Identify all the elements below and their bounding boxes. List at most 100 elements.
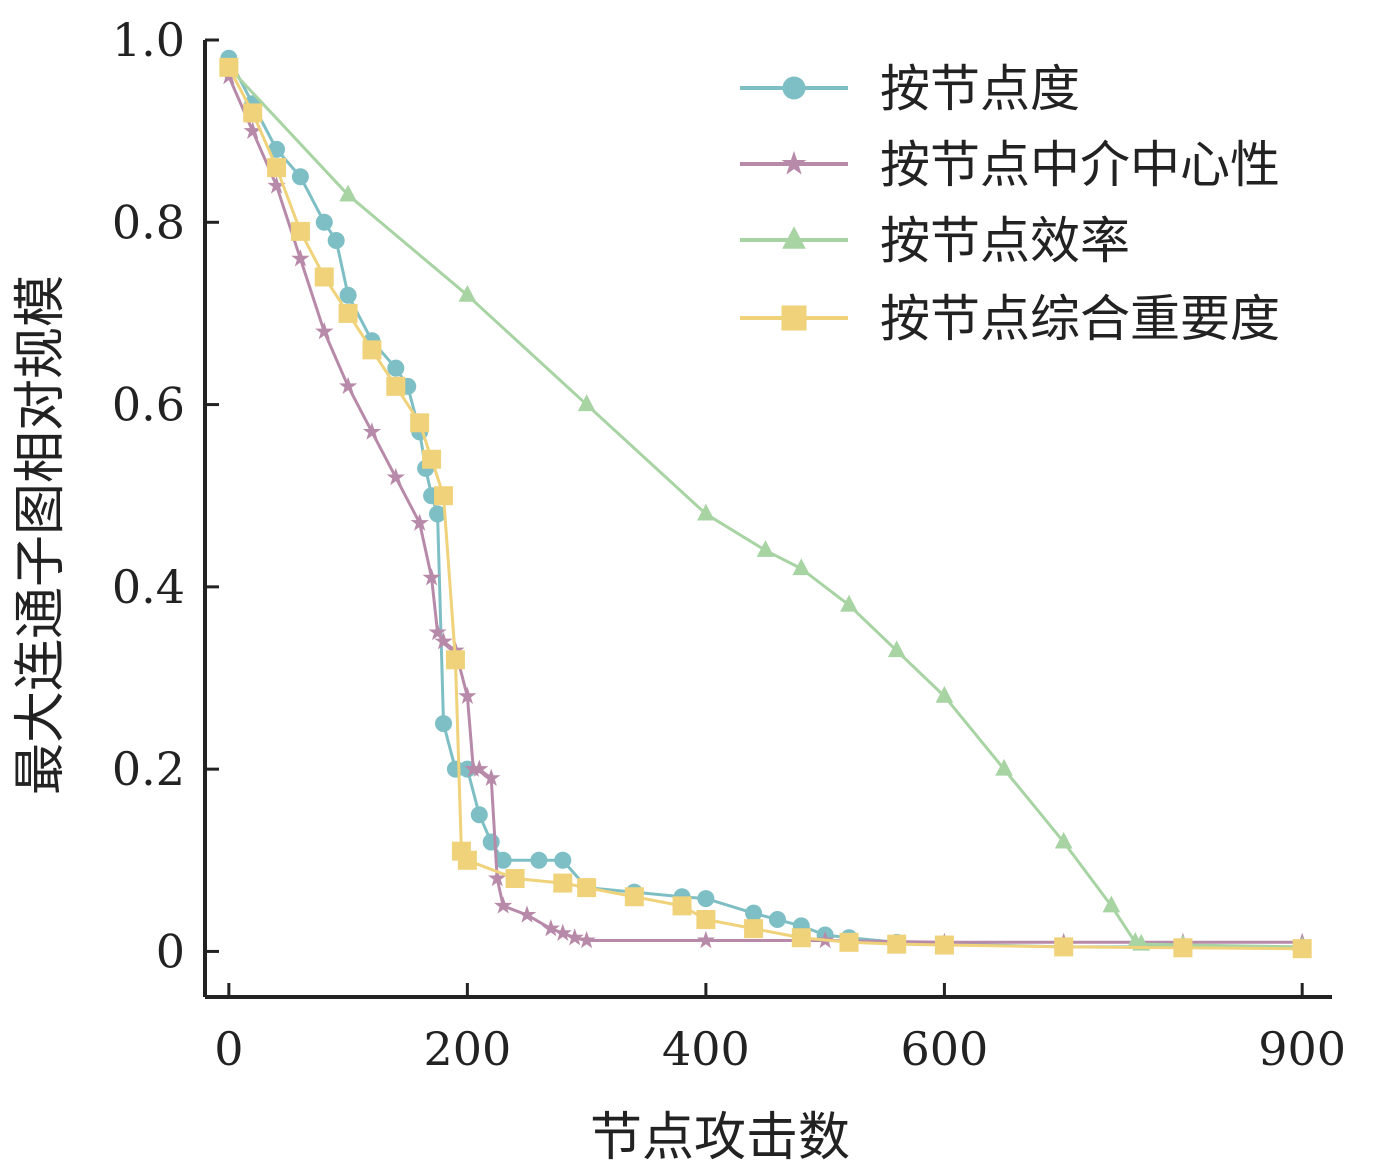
data-point xyxy=(410,413,430,433)
x-tick-label: 200 xyxy=(423,1022,511,1076)
data-point xyxy=(1292,939,1312,959)
data-point xyxy=(387,359,405,377)
data-point xyxy=(565,928,584,946)
legend-marker xyxy=(781,305,807,331)
data-point xyxy=(672,896,692,916)
legend-label: 按节点度 xyxy=(880,60,1080,118)
y-tick-label: 0.2 xyxy=(112,742,185,796)
x-tick-label: 400 xyxy=(662,1022,750,1076)
data-point xyxy=(553,873,573,893)
axes xyxy=(203,40,1332,999)
data-point xyxy=(291,168,309,186)
data-point xyxy=(493,896,513,914)
data-series xyxy=(219,49,1312,959)
data-point xyxy=(697,503,715,521)
data-point xyxy=(410,513,429,531)
data-point xyxy=(756,540,775,557)
data-point xyxy=(995,758,1013,776)
data-point xyxy=(219,57,239,77)
data-point xyxy=(1173,938,1193,958)
data-point xyxy=(696,930,716,949)
data-point xyxy=(315,213,333,231)
legend-marker xyxy=(781,150,807,175)
x-tick-label: 0 xyxy=(214,1022,243,1076)
data-point xyxy=(445,650,465,670)
data-point xyxy=(362,340,382,360)
series-2 xyxy=(219,66,1312,951)
data-point xyxy=(792,558,811,576)
data-point xyxy=(840,594,858,612)
data-point xyxy=(339,184,357,202)
y-tick-label: 0.8 xyxy=(112,195,185,249)
x-axis-title: 节点攻击数 xyxy=(590,1108,850,1166)
data-point xyxy=(434,631,453,650)
x-tick-label: 600 xyxy=(901,1022,989,1076)
data-point xyxy=(577,394,596,412)
data-point xyxy=(422,568,441,586)
data-point xyxy=(327,232,345,250)
series-line xyxy=(227,66,1303,949)
data-point xyxy=(386,467,405,486)
data-point xyxy=(697,890,715,908)
legend-label: 按节点效率 xyxy=(880,212,1130,270)
legend-item: 按节点中介中心性 xyxy=(740,136,1280,194)
series-4 xyxy=(219,57,1312,959)
data-point xyxy=(1102,895,1121,913)
series-line xyxy=(227,66,1303,951)
data-point xyxy=(290,221,310,241)
data-point xyxy=(887,934,907,954)
data-point xyxy=(457,850,477,870)
data-point xyxy=(470,759,489,777)
data-point xyxy=(1054,831,1073,849)
data-point xyxy=(745,904,763,922)
legend-marker xyxy=(782,226,806,249)
data-point xyxy=(435,715,453,733)
data-point xyxy=(624,887,644,907)
data-point xyxy=(362,422,382,440)
data-point xyxy=(744,919,764,939)
data-point xyxy=(458,686,477,705)
data-point xyxy=(314,267,334,287)
y-tick-label: 1.0 xyxy=(112,13,185,67)
y-tick-label: 0.4 xyxy=(112,560,185,614)
data-point xyxy=(291,249,310,267)
data-point xyxy=(887,640,906,658)
y-axis-title: 最大连通子图相对规模 xyxy=(11,275,71,795)
data-point xyxy=(434,486,454,506)
data-point xyxy=(1054,937,1074,957)
data-point xyxy=(338,303,358,323)
data-point xyxy=(935,685,954,703)
x-tick-label: 900 xyxy=(1258,1022,1346,1076)
data-point xyxy=(553,923,572,941)
series-line xyxy=(227,75,1303,944)
data-point xyxy=(428,622,447,641)
legend-label: 按节点综合重要度 xyxy=(880,290,1280,348)
legend-label: 按节点中介中心性 xyxy=(880,136,1280,194)
legend-item: 按节点效率 xyxy=(740,212,1130,270)
data-point xyxy=(422,449,442,469)
data-point xyxy=(577,930,596,949)
data-point xyxy=(315,322,334,340)
legend-item: 按节点度 xyxy=(740,60,1080,118)
y-tick-label: 0 xyxy=(156,924,185,978)
data-point xyxy=(517,905,537,923)
data-point xyxy=(554,851,572,869)
data-point xyxy=(577,878,597,898)
data-point xyxy=(488,868,507,887)
data-point xyxy=(505,869,525,889)
data-point xyxy=(696,910,716,930)
data-point xyxy=(934,935,954,955)
y-tick-label: 0.6 xyxy=(112,378,185,432)
data-point xyxy=(338,376,358,395)
data-point xyxy=(386,376,406,396)
data-point xyxy=(768,911,786,929)
series-markers xyxy=(219,57,1312,959)
data-point xyxy=(530,851,548,869)
ticks: 0 0.2 0.4 0.6 0.8 1.0 0 200 400 600 900 xyxy=(112,13,1346,1076)
data-point xyxy=(243,103,263,123)
data-point xyxy=(791,928,811,948)
data-point xyxy=(839,932,859,952)
